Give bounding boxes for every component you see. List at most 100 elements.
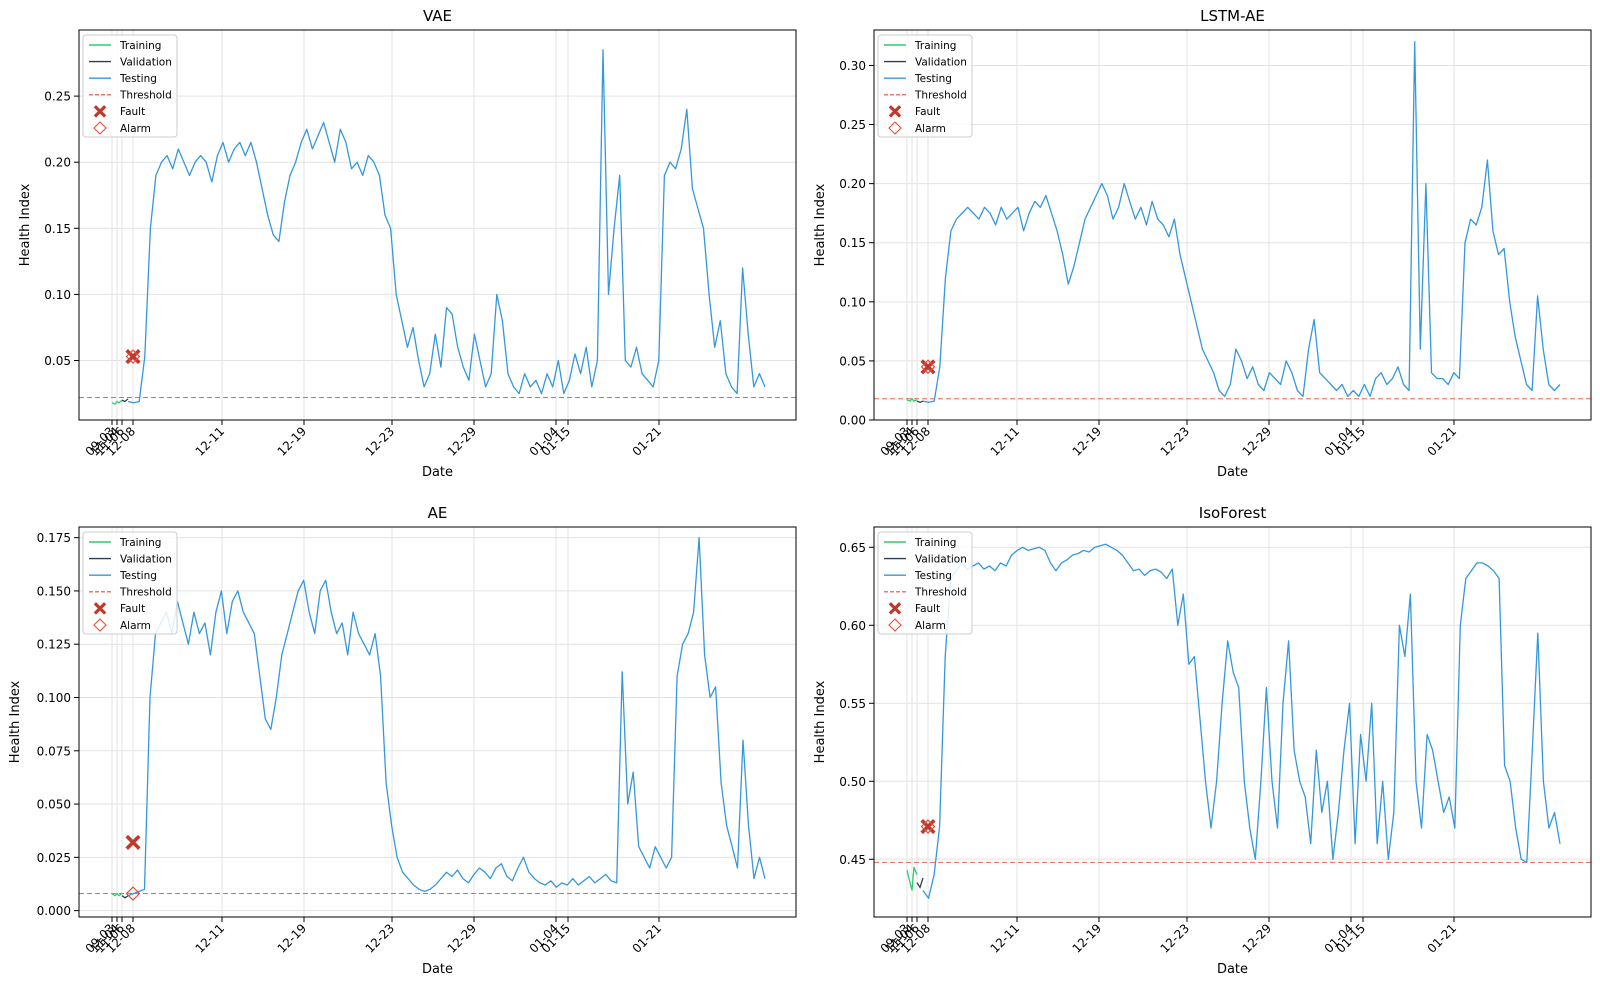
axes-frame bbox=[78, 29, 797, 421]
legend-label: Validation bbox=[120, 56, 172, 68]
testing-series-line bbox=[922, 41, 1561, 403]
training-series-line bbox=[906, 866, 918, 891]
x-tick-label: 12-29 bbox=[1240, 921, 1275, 956]
legend-item: Training bbox=[89, 40, 161, 52]
testing-series-line bbox=[127, 49, 766, 404]
legend-label: Fault bbox=[120, 106, 145, 118]
y-tick-label: 0.50 bbox=[839, 775, 866, 789]
x-tick-label: 12-29 bbox=[445, 424, 480, 459]
legend: Training Validation Testing Threshold Fault A… bbox=[82, 34, 178, 138]
legend-label: Alarm bbox=[915, 620, 946, 632]
training-series-line bbox=[111, 892, 123, 897]
legend-item: Training bbox=[884, 537, 956, 549]
legend-label: Testing bbox=[119, 73, 157, 85]
legend-item: Training bbox=[89, 537, 161, 549]
alarm-marker bbox=[125, 349, 141, 364]
x-tick-label: 12-29 bbox=[445, 921, 480, 956]
legend-label: Training bbox=[914, 537, 956, 549]
axes-frame bbox=[78, 526, 797, 918]
x-tick-label: 12-29 bbox=[1240, 424, 1275, 459]
y-tick-label: 0.65 bbox=[839, 541, 866, 555]
legend-alarm-icon bbox=[888, 121, 902, 135]
y-axis-label: Health Index bbox=[8, 680, 23, 763]
x-tick-label: 12-11 bbox=[988, 424, 1023, 459]
legend-label: Validation bbox=[915, 56, 967, 68]
legend-label: Fault bbox=[120, 603, 145, 615]
legend-item: Threshold bbox=[884, 587, 967, 599]
x-tick-label: 12-11 bbox=[988, 921, 1023, 956]
legend-box bbox=[877, 34, 973, 138]
x-tick-label: 12-19 bbox=[1070, 921, 1105, 956]
x-tick-label: 01-21 bbox=[630, 424, 665, 459]
legend-label: Validation bbox=[915, 553, 967, 565]
alarm-marker bbox=[920, 359, 936, 375]
legend-item: Testing bbox=[884, 570, 952, 582]
chart-panel-0: 0.050.100.150.200.2509-0311-0411-0612-08… bbox=[18, 7, 797, 480]
x-axis-label: Date bbox=[422, 962, 453, 977]
testing-series-line bbox=[127, 537, 766, 897]
legend-fault-icon bbox=[888, 105, 902, 118]
y-axis-label: Health Index bbox=[813, 680, 828, 763]
y-tick-label: 0.30 bbox=[839, 59, 866, 73]
legend-item: Testing bbox=[89, 73, 157, 85]
legend-label: Testing bbox=[119, 570, 157, 582]
y-tick-label: 0.55 bbox=[839, 697, 866, 711]
legend-item: Fault bbox=[888, 105, 940, 118]
legend-item: Alarm bbox=[888, 121, 946, 135]
legend-item: Validation bbox=[89, 553, 172, 565]
legend: Training Validation Testing Threshold Fault A… bbox=[877, 34, 973, 138]
legend-item: Alarm bbox=[93, 618, 151, 632]
legend-label: Alarm bbox=[120, 620, 151, 632]
legend-fault-icon bbox=[93, 602, 107, 615]
validation-series-line bbox=[916, 877, 924, 889]
legend-label: Training bbox=[914, 40, 956, 52]
legend-alarm-icon bbox=[888, 618, 902, 632]
axes-frame bbox=[873, 526, 1592, 918]
y-tick-label: 0.150 bbox=[37, 584, 71, 598]
x-tick-label: 12-11 bbox=[193, 921, 228, 956]
y-tick-label: 0.05 bbox=[44, 354, 71, 368]
x-tick-label: 01-21 bbox=[1425, 921, 1460, 956]
y-tick-label: 0.60 bbox=[839, 619, 866, 633]
legend-label: Alarm bbox=[915, 123, 946, 135]
y-tick-label: 0.075 bbox=[37, 744, 71, 758]
legend-alarm-icon bbox=[93, 121, 107, 135]
plot-area bbox=[79, 537, 796, 901]
y-tick-label: 0.05 bbox=[839, 354, 866, 368]
legend-label: Validation bbox=[120, 553, 172, 565]
legend-label: Threshold bbox=[914, 587, 967, 599]
y-tick-label: 0.175 bbox=[37, 531, 71, 545]
legend-label: Training bbox=[119, 40, 161, 52]
y-tick-label: 0.00 bbox=[839, 414, 866, 428]
y-tick-label: 0.20 bbox=[44, 156, 71, 170]
legend-box bbox=[82, 531, 178, 635]
y-tick-label: 0.20 bbox=[839, 177, 866, 191]
legend-item: Testing bbox=[884, 73, 952, 85]
legend: Training Validation Testing Threshold Fault A… bbox=[82, 531, 178, 635]
legend-item: Threshold bbox=[89, 587, 172, 599]
legend-item: Alarm bbox=[93, 121, 151, 135]
y-axis-label: Health Index bbox=[813, 183, 828, 266]
x-axis-label: Date bbox=[1217, 465, 1248, 480]
x-axis-label: Date bbox=[422, 465, 453, 480]
y-tick-label: 0.45 bbox=[839, 853, 866, 867]
fault-marker bbox=[125, 834, 141, 850]
legend-item: Validation bbox=[884, 553, 967, 565]
axes-frame bbox=[873, 29, 1592, 421]
chart-title: VAE bbox=[423, 7, 452, 25]
y-tick-label: 0.15 bbox=[44, 222, 71, 236]
testing-series-line bbox=[922, 543, 1561, 899]
x-tick-label: 12-19 bbox=[275, 921, 310, 956]
legend-item: Alarm bbox=[888, 618, 946, 632]
chart-panel-3: 0.450.500.550.600.6509-0311-0411-0612-08… bbox=[813, 504, 1592, 977]
y-tick-label: 0.100 bbox=[37, 691, 71, 705]
chart-title: IsoForest bbox=[1199, 504, 1267, 522]
legend: Training Validation Testing Threshold Fault A… bbox=[877, 531, 973, 635]
validation-series-line bbox=[121, 398, 129, 403]
legend-item: Threshold bbox=[884, 90, 967, 102]
y-axis-label: Health Index bbox=[18, 183, 33, 266]
y-tick-label: 0.15 bbox=[839, 236, 866, 250]
y-tick-label: 0.125 bbox=[37, 638, 71, 652]
x-tick-label: 12-19 bbox=[275, 424, 310, 459]
x-tick-label: 12-23 bbox=[1158, 424, 1193, 459]
